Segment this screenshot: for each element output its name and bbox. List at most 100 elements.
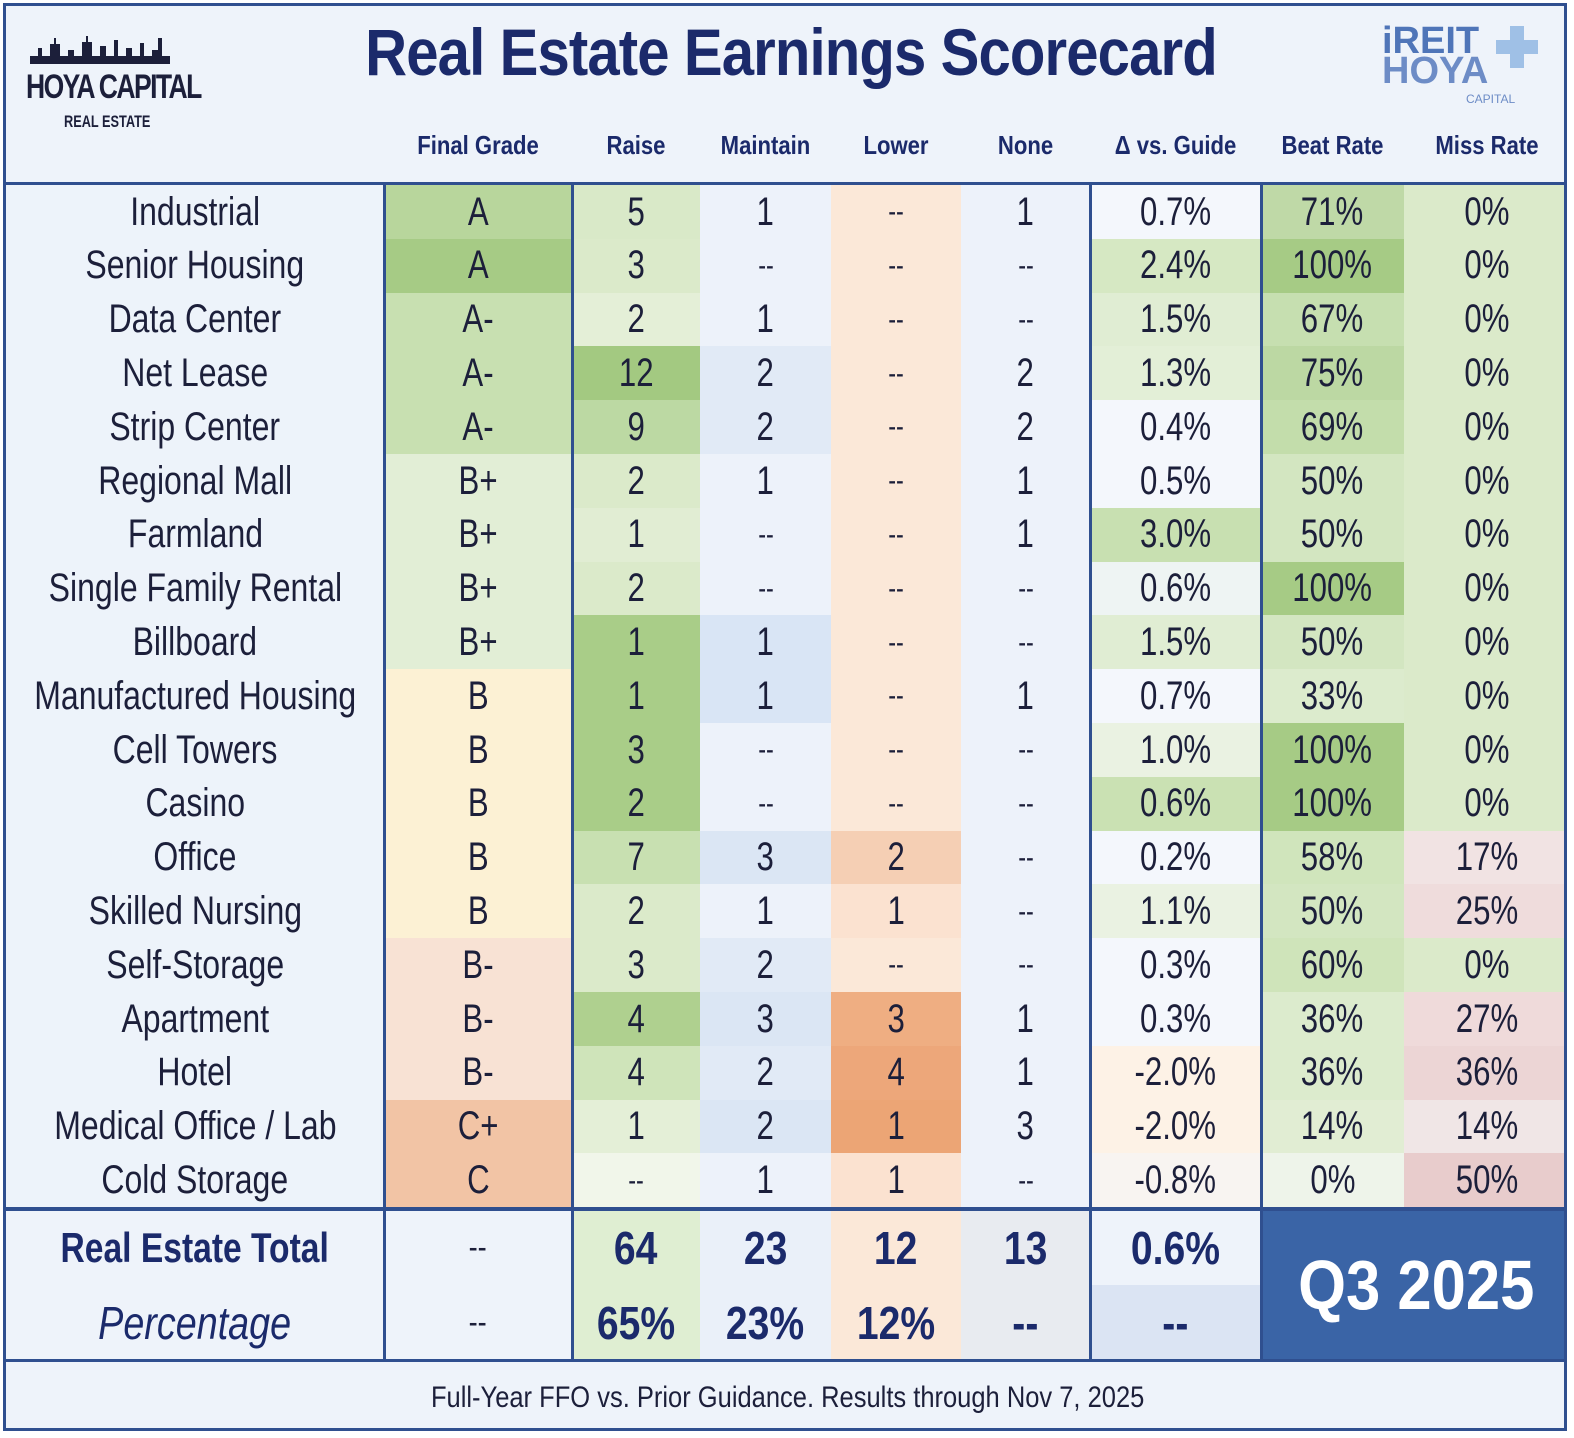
cell-sector: Strip Center bbox=[6, 400, 384, 455]
cell-raise: 2 bbox=[572, 454, 700, 509]
cell-lower: 4 bbox=[831, 1045, 961, 1101]
cell-sector: Manufactured Housing bbox=[6, 669, 384, 724]
column-divider bbox=[1089, 182, 1092, 1362]
cell-sector: Farmland bbox=[6, 507, 384, 563]
cell-raise: -- bbox=[572, 1153, 700, 1208]
cell-maintain: 2 bbox=[700, 938, 831, 993]
cell-beat-rate: 100% bbox=[1261, 776, 1404, 832]
cell-lower: -- bbox=[831, 454, 961, 509]
cell-final-grade: C+ bbox=[384, 1099, 572, 1154]
col-header-raise: Raise bbox=[606, 130, 666, 160]
cell-lower: 2 bbox=[831, 830, 961, 885]
quarter-badge-text: Q3 2025 bbox=[1297, 1246, 1535, 1324]
totals-maintain: 23 bbox=[700, 1210, 831, 1285]
cell-beat-rate: 36% bbox=[1261, 1045, 1404, 1101]
cell-lower: -- bbox=[831, 507, 961, 563]
cell-final-grade: B bbox=[384, 830, 572, 885]
cell-none: -- bbox=[961, 238, 1090, 294]
cell-beat-rate: 58% bbox=[1261, 830, 1404, 885]
cell-none: 1 bbox=[961, 185, 1090, 240]
page-title: Real Estate Earnings Scorecard bbox=[365, 15, 1218, 89]
percentage-none: -- bbox=[961, 1285, 1090, 1360]
cell-beat-rate: 100% bbox=[1261, 561, 1404, 616]
cell-delta-vs-guide: 1.3% bbox=[1090, 346, 1261, 401]
cell-none: -- bbox=[961, 776, 1090, 832]
cell-miss-rate: 0% bbox=[1404, 507, 1564, 563]
cell-none: -- bbox=[961, 561, 1090, 616]
logo-left-main: HOYA CAPITAL bbox=[26, 68, 202, 106]
cell-delta-vs-guide: 0.7% bbox=[1090, 669, 1261, 724]
cell-raise: 5 bbox=[572, 185, 700, 240]
cell-sector: Self-Storage bbox=[6, 938, 384, 993]
cell-delta-vs-guide: 2.4% bbox=[1090, 238, 1261, 294]
cell-none: 1 bbox=[961, 992, 1090, 1047]
cell-lower: -- bbox=[831, 185, 961, 240]
cell-miss-rate: 0% bbox=[1404, 185, 1564, 240]
cell-beat-rate: 100% bbox=[1261, 723, 1404, 778]
cell-final-grade: B- bbox=[384, 992, 572, 1047]
cell-delta-vs-guide: -2.0% bbox=[1090, 1045, 1261, 1101]
scorecard-frame: HOYA CAPITAL REAL ESTATE Real Estate Ear… bbox=[3, 3, 1567, 1431]
cell-none: -- bbox=[961, 723, 1090, 778]
cell-delta-vs-guide: 0.6% bbox=[1090, 561, 1261, 616]
cell-raise: 2 bbox=[572, 776, 700, 832]
cell-final-grade: B bbox=[384, 776, 572, 832]
cell-beat-rate: 69% bbox=[1261, 400, 1404, 455]
cell-raise: 1 bbox=[572, 1099, 700, 1154]
cell-miss-rate: 14% bbox=[1404, 1099, 1564, 1154]
cell-raise: 1 bbox=[572, 669, 700, 724]
cell-miss-rate: 0% bbox=[1404, 938, 1564, 993]
cell-delta-vs-guide: 0.5% bbox=[1090, 454, 1261, 509]
cell-maintain: 1 bbox=[700, 1153, 831, 1208]
totals-none: 13 bbox=[961, 1210, 1090, 1285]
cell-raise: 2 bbox=[572, 884, 700, 939]
cell-raise: 3 bbox=[572, 723, 700, 778]
col-header-delta-vs-guide: Δ vs. Guide bbox=[1114, 130, 1237, 160]
col-header-miss-rate: Miss Rate bbox=[1435, 130, 1539, 160]
col-header-none: None bbox=[997, 130, 1054, 160]
cell-raise: 9 bbox=[572, 400, 700, 455]
cell-none: -- bbox=[961, 615, 1090, 670]
cell-final-grade: B- bbox=[384, 1045, 572, 1101]
logo-right-line2: HOYA bbox=[1382, 50, 1489, 92]
cell-miss-rate: 0% bbox=[1404, 454, 1564, 509]
cell-miss-rate: 17% bbox=[1404, 830, 1564, 885]
cell-lower: -- bbox=[831, 615, 961, 670]
cell-raise: 12 bbox=[572, 346, 700, 401]
cell-maintain: 2 bbox=[700, 1099, 831, 1154]
cell-none: -- bbox=[961, 1153, 1090, 1208]
totals-divider bbox=[6, 1207, 1564, 1211]
footer-note: Full-Year FFO vs. Prior Guidance. Result… bbox=[6, 1362, 1564, 1428]
cell-sector: Regional Mall bbox=[6, 454, 384, 509]
cell-final-grade: C bbox=[384, 1153, 572, 1208]
cell-delta-vs-guide: -2.0% bbox=[1090, 1099, 1261, 1154]
cell-final-grade: A- bbox=[384, 346, 572, 401]
totals-label: Real Estate Total bbox=[6, 1210, 384, 1285]
col-header-final-grade: Final Grade bbox=[417, 130, 539, 160]
cell-miss-rate: 36% bbox=[1404, 1045, 1564, 1101]
cell-lower: -- bbox=[831, 723, 961, 778]
percentage-lower: 12% bbox=[831, 1285, 961, 1360]
cell-delta-vs-guide: 0.3% bbox=[1090, 992, 1261, 1047]
cell-maintain: -- bbox=[700, 776, 831, 832]
cell-sector: Hotel bbox=[6, 1045, 384, 1101]
cell-maintain: 1 bbox=[700, 615, 831, 670]
cell-sector: Data Center bbox=[6, 292, 384, 347]
cell-raise: 4 bbox=[572, 992, 700, 1047]
totals-raise: 64 bbox=[572, 1210, 700, 1285]
cell-beat-rate: 60% bbox=[1261, 938, 1404, 993]
cell-beat-rate: 71% bbox=[1261, 185, 1404, 240]
column-divider bbox=[1260, 182, 1263, 1362]
cell-maintain: 1 bbox=[700, 454, 831, 509]
cell-final-grade: B+ bbox=[384, 561, 572, 616]
cell-sector: Casino bbox=[6, 776, 384, 832]
column-divider bbox=[383, 182, 386, 1362]
cell-delta-vs-guide: 0.7% bbox=[1090, 185, 1261, 240]
cell-none: 2 bbox=[961, 346, 1090, 401]
col-header-beat-rate: Beat Rate bbox=[1281, 130, 1384, 160]
col-header-maintain: Maintain bbox=[720, 130, 811, 160]
cell-final-grade: B+ bbox=[384, 507, 572, 563]
cell-raise: 3 bbox=[572, 938, 700, 993]
cell-beat-rate: 75% bbox=[1261, 346, 1404, 401]
hoya-capital-logo: HOYA CAPITAL REAL ESTATE bbox=[26, 28, 202, 140]
